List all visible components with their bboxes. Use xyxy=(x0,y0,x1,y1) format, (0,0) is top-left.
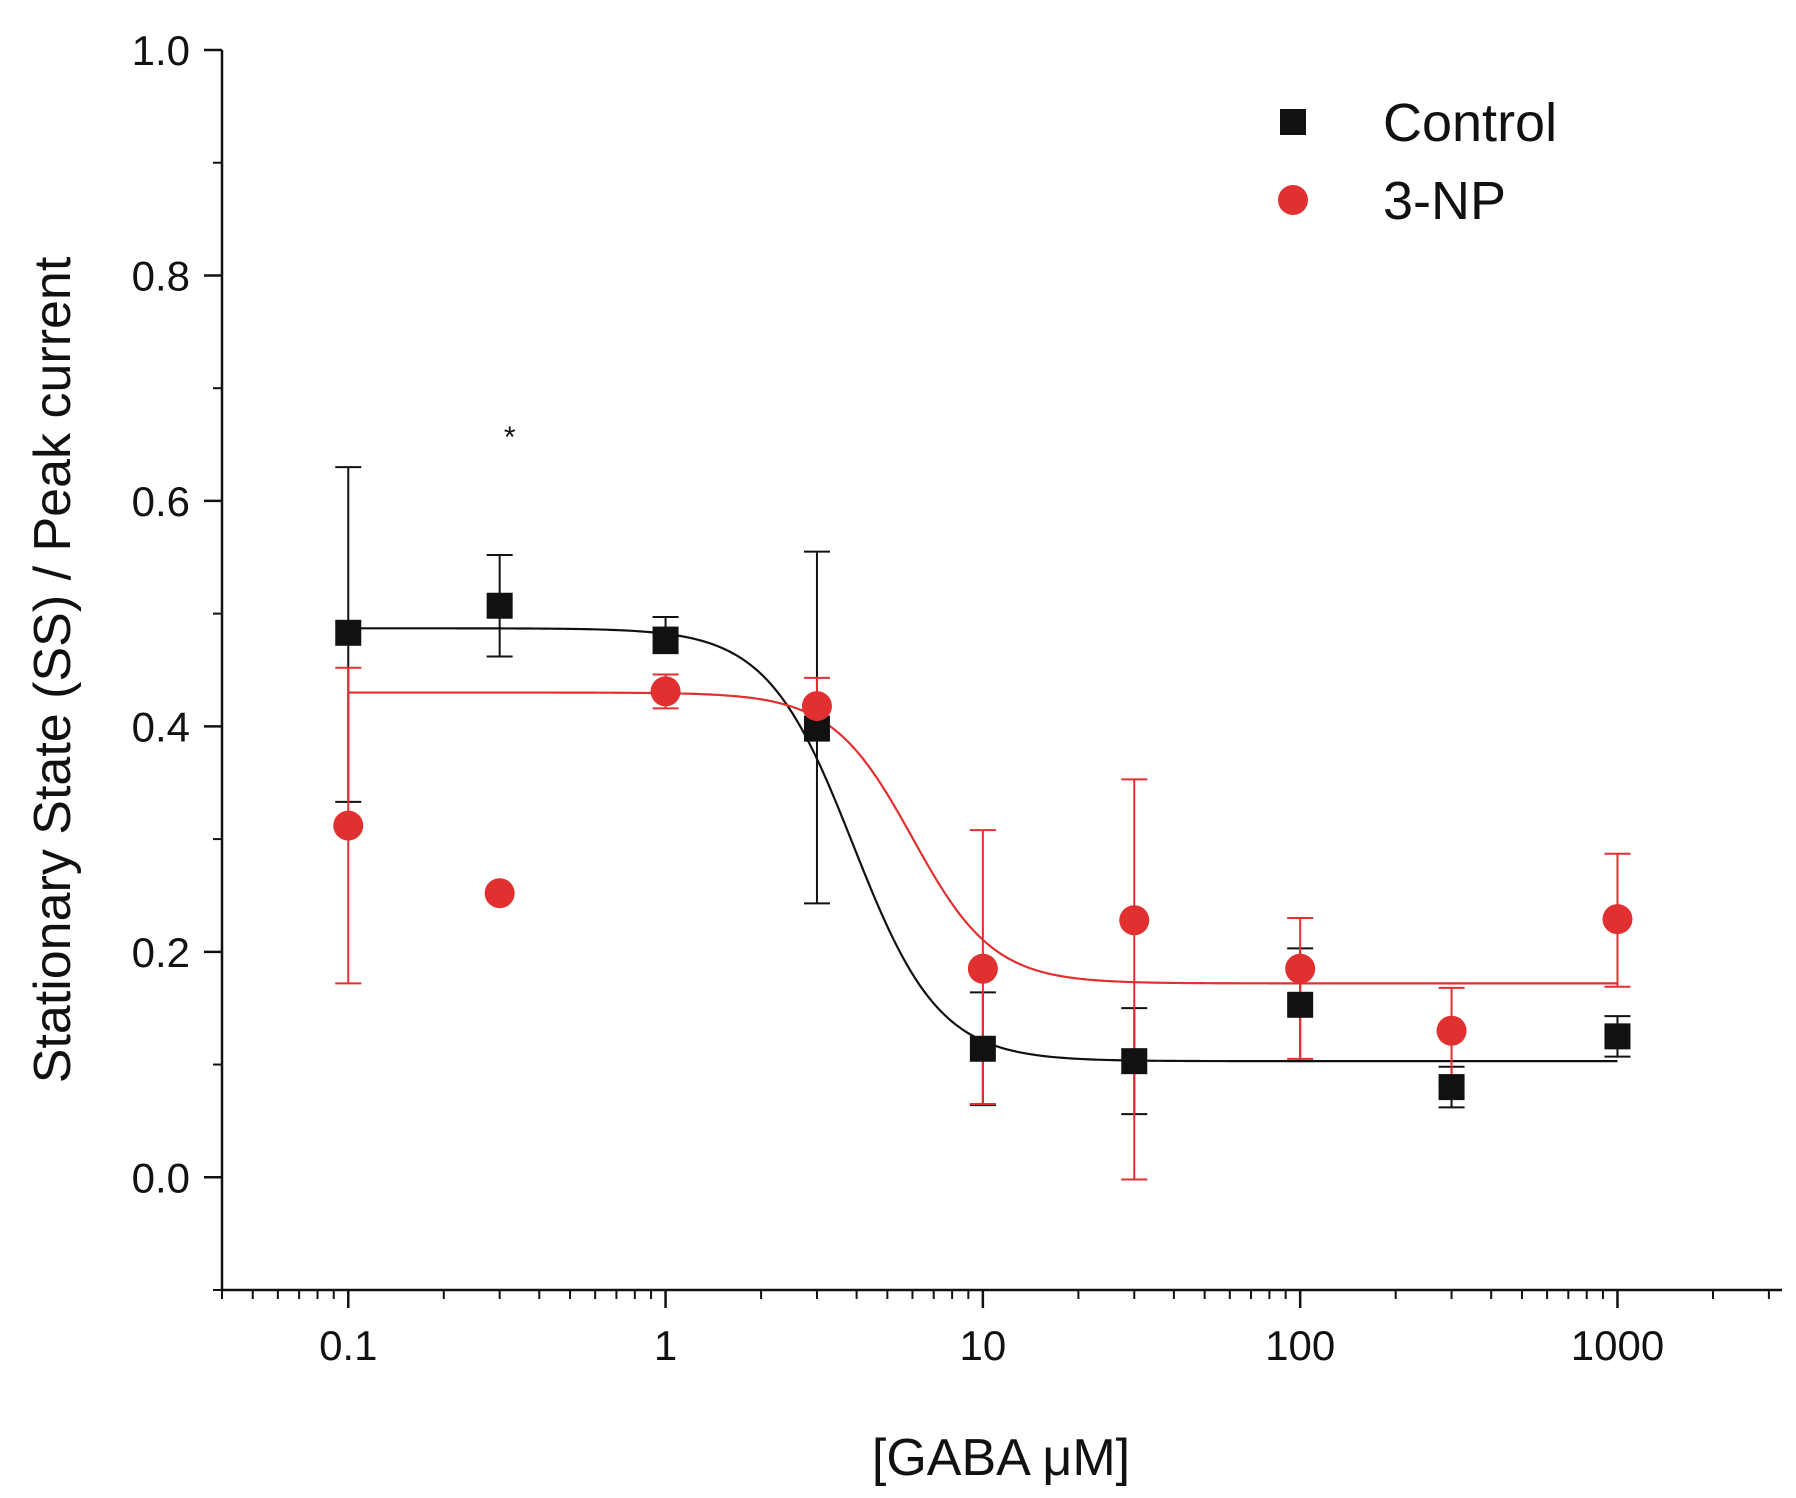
x-tick-label: 10 xyxy=(960,1322,1007,1369)
x-axis-title: [GABA μM] xyxy=(872,1429,1130,1487)
y-axis-title: Stationary State (SS) / Peak current xyxy=(24,256,82,1083)
data-point-3np xyxy=(484,878,515,909)
y-tick-label: 0.0 xyxy=(132,1154,190,1201)
y-tick-label: 0.4 xyxy=(132,703,190,750)
data-point-control xyxy=(1287,991,1314,1018)
x-tick-label: 1000 xyxy=(1571,1322,1664,1369)
legend: Control 3-NP xyxy=(1278,93,1557,231)
error-bars xyxy=(335,466,1631,1181)
data-point-control xyxy=(486,592,513,619)
annotations: * xyxy=(504,421,516,454)
data-point-3np xyxy=(1436,1015,1467,1046)
legend-marker-control xyxy=(1280,109,1306,135)
data-point-control xyxy=(1121,1048,1148,1075)
data-point-3np xyxy=(801,691,832,722)
data-point-3np xyxy=(1285,953,1316,984)
x-axis-ticks: 0.1 1 10 100 1000 xyxy=(221,1290,1770,1369)
data-point-3np xyxy=(967,953,998,984)
data-point-3np xyxy=(333,810,364,841)
y-tick-label: 0.2 xyxy=(132,929,190,976)
legend-label-3np: 3-NP xyxy=(1383,171,1506,231)
legend-label-control: Control xyxy=(1383,93,1557,153)
plot-frame xyxy=(220,50,1782,1292)
data-point-control xyxy=(335,619,362,646)
x-tick-label: 100 xyxy=(1265,1322,1335,1369)
x-tick-label: 0.1 xyxy=(319,1322,377,1369)
data-point-control xyxy=(969,1035,996,1062)
y-axis-ticks: 0.0 0.2 0.4 0.6 0.8 1.0 xyxy=(132,27,222,1291)
legend-marker-3np xyxy=(1278,185,1308,215)
y-tick-label: 1.0 xyxy=(132,27,190,74)
y-tick-label: 0.6 xyxy=(132,478,190,525)
data-point-3np xyxy=(1602,904,1633,935)
data-point-3np xyxy=(1119,905,1150,936)
significance-asterisk: * xyxy=(504,421,516,454)
x-tick-label: 1 xyxy=(654,1322,677,1369)
data-point-control xyxy=(652,626,679,653)
data-point-control xyxy=(1438,1074,1465,1101)
data-markers xyxy=(333,592,1633,1101)
y-tick-label: 0.8 xyxy=(132,252,190,299)
data-point-control xyxy=(1604,1023,1631,1050)
data-point-3np xyxy=(650,676,681,707)
